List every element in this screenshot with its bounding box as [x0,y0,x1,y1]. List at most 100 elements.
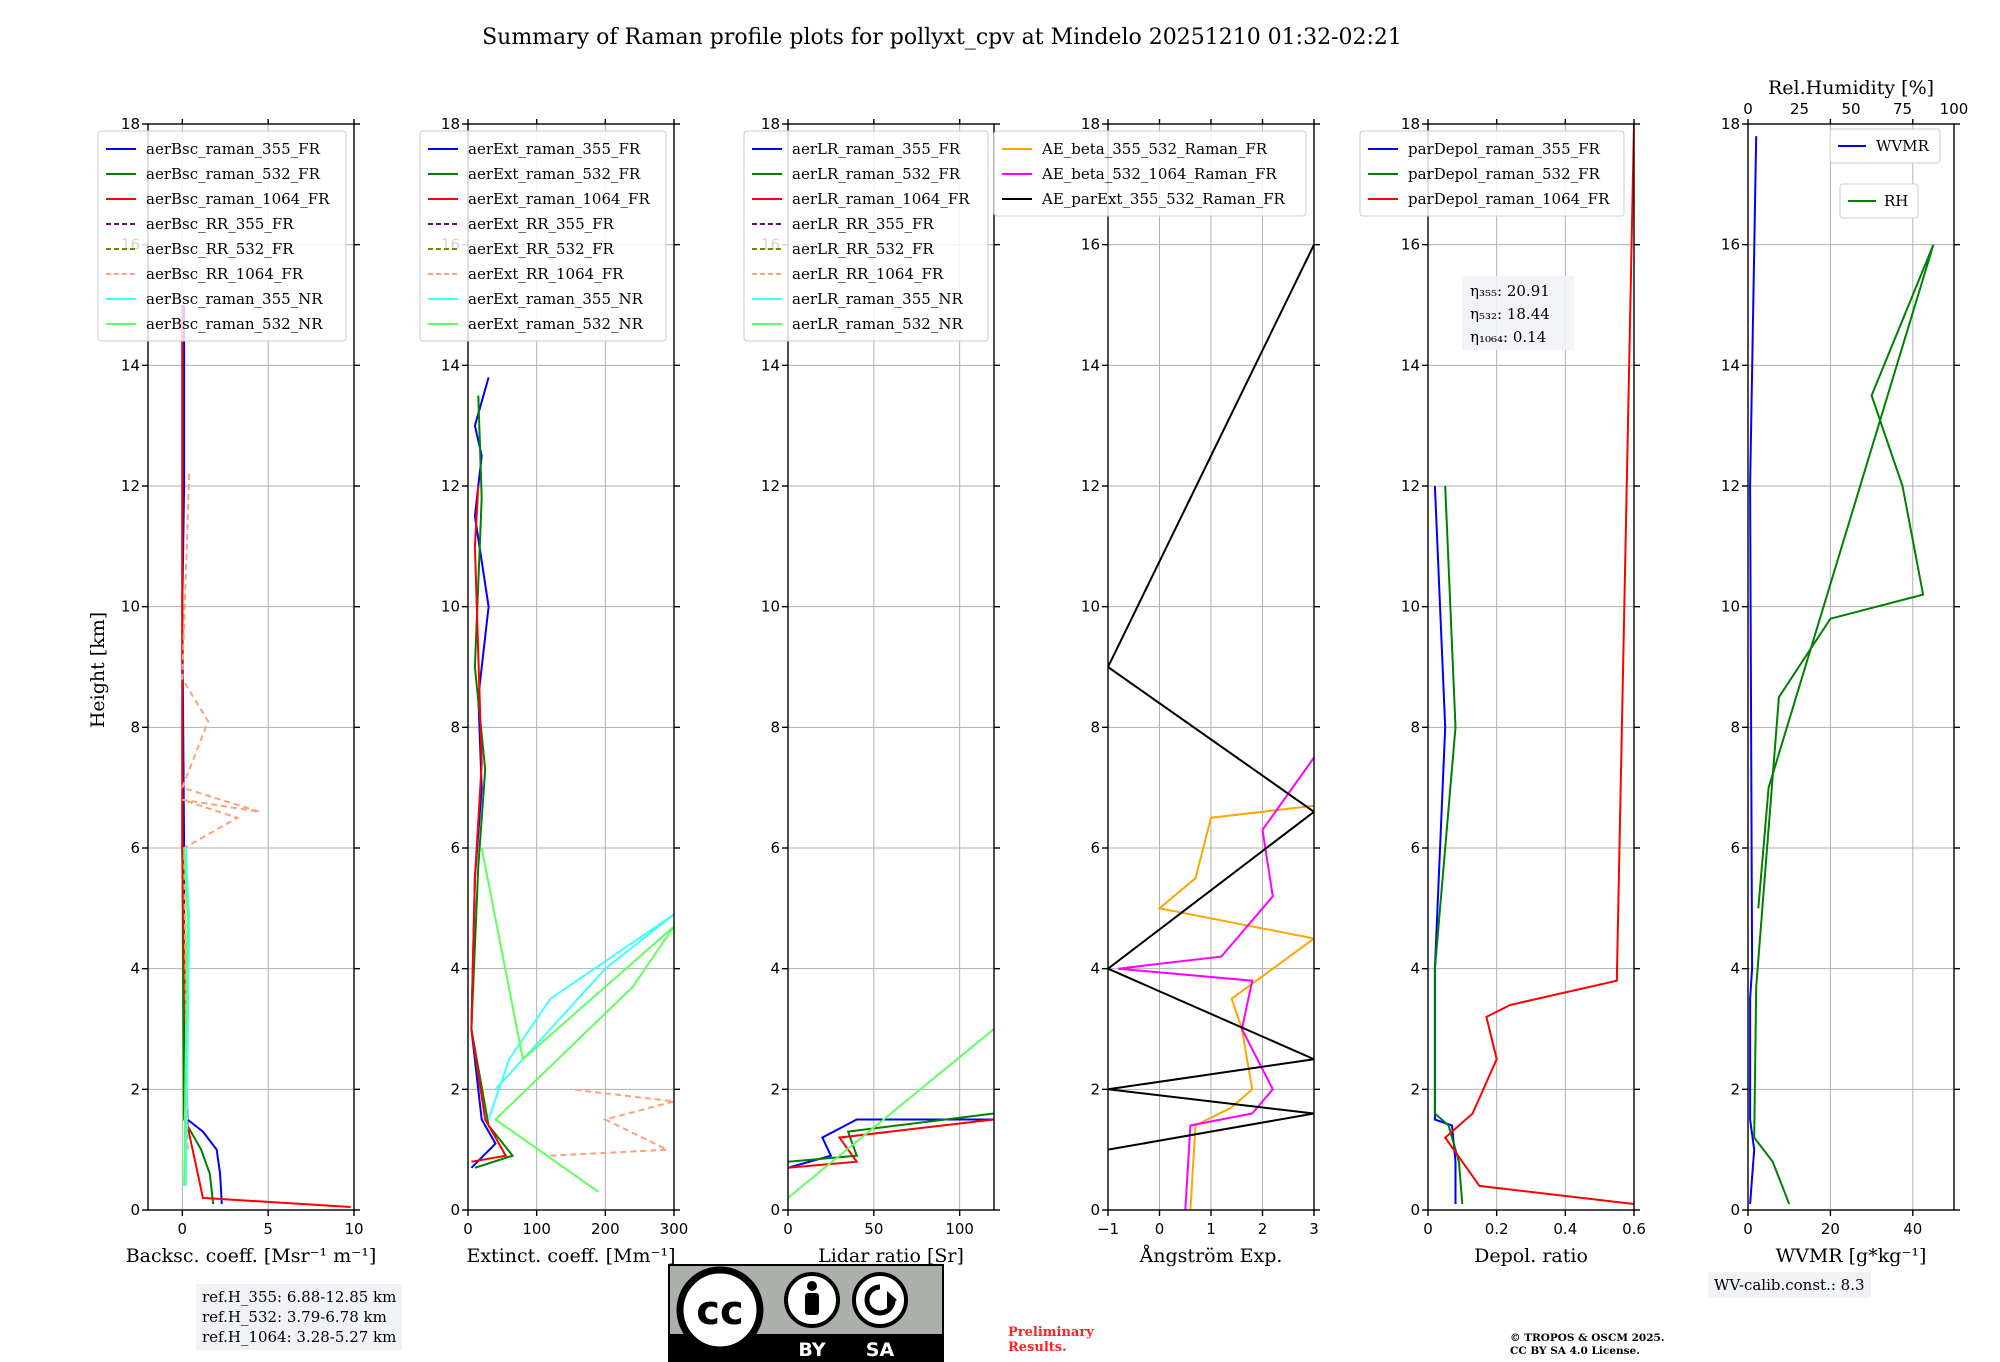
legend-label-aerLR_RR_1064_FR: aerLR_RR_1064_FR [792,265,944,283]
y-tick-label: 8 [450,718,460,736]
axes-frame [1427,123,1635,1211]
y-tick-label: 8 [1410,718,1420,736]
x2-tick-label: 75 [1893,100,1912,118]
axes-frame [147,123,355,1211]
y-tick-label: 10 [1721,598,1740,616]
y-tick-label: 2 [1410,1080,1420,1098]
y-tick-label: 0 [1730,1201,1740,1219]
legend-box [1829,128,1941,164]
legend-box [97,130,347,342]
legend-label-aerLR_raman_355_NR: aerLR_raman_355_NR [792,290,963,308]
y-tick-label: 0 [450,1201,460,1219]
x-tick-label: 0 [463,1220,473,1238]
copyright-note: © TROPOS & OSCM 2025. CC BY SA 4.0 Licen… [1510,1332,1665,1358]
license-sa-label: SA [866,1339,895,1361]
axes-frame [467,123,675,1211]
x-tick-label: 200 [591,1220,620,1238]
x2-tick-label: 25 [1790,100,1809,118]
legend-label-aerLR_RR_355_FR: aerLR_RR_355_FR [792,215,934,233]
x2-tick-label: 0 [1743,100,1753,118]
x-tick-label: 0 [178,1220,188,1238]
legend-label-aerBsc_raman_532_NR: aerBsc_raman_532_NR [146,315,323,333]
y-tick-label: 12 [1081,477,1100,495]
legend-label-AE_beta_355_532_Raman_FR: AE_beta_355_532_Raman_FR [1041,140,1268,158]
series-line-aerBsc_raman_355_NR [184,847,191,1186]
y-tick-label: 0 [1090,1201,1100,1219]
y-tick-label: 2 [130,1080,140,1098]
legend-label-aerLR_RR_532_FR: aerLR_RR_532_FR [792,240,934,258]
axes-frame [1747,123,1955,1211]
legend-label-aerBsc_raman_532_FR: aerBsc_raman_532_FR [146,165,321,183]
series-line-aerExt_raman_532_FR [470,395,515,1169]
y-tick-label: 16 [1081,236,1100,254]
y-tick-label: 4 [1730,960,1740,978]
y-tick-label: 18 [1721,115,1740,133]
panel-backscatter: 0510024681012141618Backsc. coeff. [Msr⁻¹… [97,115,376,1267]
y-tick-label: 6 [130,839,140,857]
y-tick-label: 10 [761,598,780,616]
series-line-aerBsc_raman_1064_FR [181,305,351,1208]
y-tick-label: 2 [770,1080,780,1098]
y-tick-label: 0 [1410,1201,1420,1219]
y-tick-label: 10 [1401,598,1420,616]
series-line-parDepol_raman_1064_FR [1443,124,1634,1205]
preliminary-line-1: Preliminary [1008,1325,1094,1340]
cc-by-sa-license-badge: cc BY SA [668,1264,944,1362]
legend-angstrom: AE_beta_355_532_Raman_FR AE_beta_532_1064… [993,130,1307,217]
y-tick-label: 10 [441,598,460,616]
ref-height-532: ref.H_532: 3.79-6.78 km [202,1308,387,1326]
legend-label-aerExt_raman_1064_FR: aerExt_raman_1064_FR [468,190,650,208]
legend-box [1359,130,1625,217]
axes-frame [787,123,995,1211]
x-axis-label: Extinct. coeff. [Mm⁻¹] [466,1245,675,1267]
legend-box [993,130,1307,217]
panel-lidar_ratio: 050100024681012141618Lidar ratio [Sr]aer… [743,115,1000,1267]
y-tick-label: 8 [130,718,140,736]
y-tick-label: 14 [761,356,780,374]
y-tick-label: 18 [441,115,460,133]
legend-label-aerBsc_RR_355_FR: aerBsc_RR_355_FR [146,215,294,233]
y-tick-label: 4 [770,960,780,978]
y-tick-label: 2 [1090,1080,1100,1098]
x-tick-label: 20 [1821,1220,1840,1238]
series-line-AE_beta_532_1064_Raman_FR [1118,756,1314,1210]
y-tick-label: 6 [1410,839,1420,857]
series-line-AE_beta_355_532_Raman_FR [1157,804,1314,1210]
wv-calib-text: WV-calib.const.: 8.3 [1714,1276,1865,1294]
legend-label-RH: RH [1884,192,1908,210]
series-line-aerLR_raman_532_FR [788,1112,994,1163]
x-tick-label: 0 [783,1220,793,1238]
y-tick-label: 18 [121,115,140,133]
wv-calib-box: WV-calib.const.: 8.3 [1708,1272,1871,1298]
legend-label-aerExt_raman_532_NR: aerExt_raman_532_NR [468,315,644,333]
legend-label-aerLR_raman_1064_FR: aerLR_raman_1064_FR [792,190,970,208]
x-tick-label: 0 [1743,1220,1753,1238]
series-line-parDepol_raman_532_FR [1433,485,1464,1205]
legend-label-aerBsc_raman_355_NR: aerBsc_raman_355_NR [146,290,323,308]
license-by-label: BY [798,1339,825,1361]
eta-box: η₃₅₅: 20.91 η₅₃₂: 18.44 η₁₀₆₄: 0.14 [1462,276,1574,350]
preliminary-results-note: Preliminary Results. [1008,1325,1094,1355]
y-tick-label: 12 [761,477,780,495]
y-tick-label: 4 [450,960,460,978]
y-tick-label: 18 [1081,115,1100,133]
x-tick-label: 0.2 [1485,1220,1509,1238]
series-line-aerExt_raman_532_NR [480,847,674,1193]
legend-lidar_ratio: aerLR_raman_355_FR aerLR_raman_532_FR aerL… [743,130,989,342]
x-tick-label: 5 [263,1220,273,1238]
legend-label-parDepol_raman_532_FR: parDepol_raman_532_FR [1408,165,1601,183]
y-tick-label: 6 [770,839,780,857]
copyright-line-1: © TROPOS & OSCM 2025. [1510,1332,1665,1344]
legend-label-aerBsc_RR_1064_FR: aerBsc_RR_1064_FR [146,265,304,283]
copyright-line-2: CC BY SA 4.0 License. [1510,1345,1640,1357]
y-tick-label: 12 [1721,477,1740,495]
y-tick-label: 14 [121,356,140,374]
x2-tick-label: 100 [1940,100,1969,118]
x-tick-label: 1 [1206,1220,1216,1238]
eta-background [1462,276,1574,350]
y-tick-label: 10 [121,598,140,616]
legend-label-aerLR_raman_355_FR: aerLR_raman_355_FR [792,140,961,158]
legend-label-WVMR: WVMR [1876,137,1930,155]
y-tick-label: 0 [770,1201,780,1219]
